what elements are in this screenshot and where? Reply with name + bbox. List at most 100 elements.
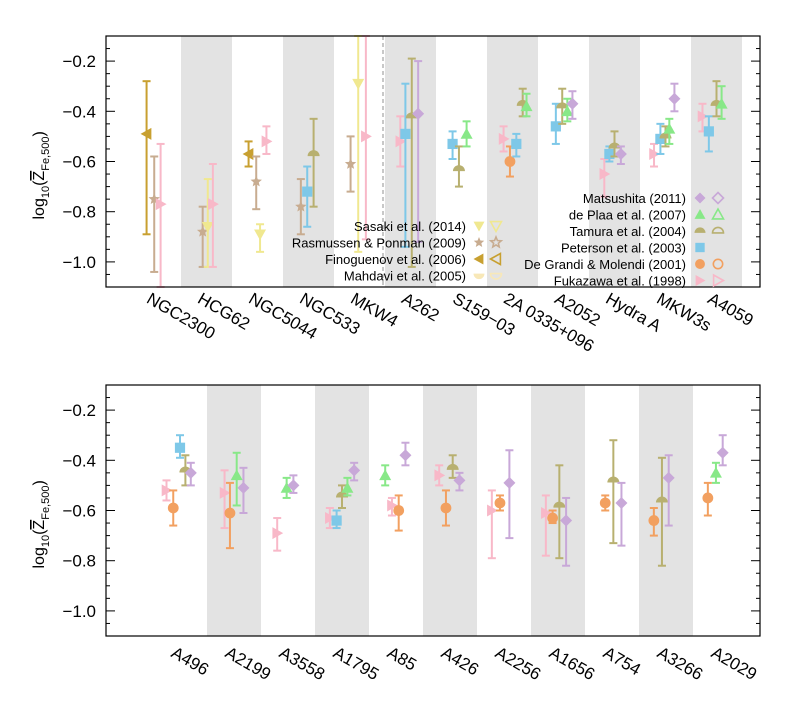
data-point-tamura-et-al-2004 — [556, 87, 569, 125]
marker-circle — [547, 512, 558, 524]
marker-circle — [167, 502, 179, 514]
marker-diamond — [453, 474, 466, 487]
legend-label: Mahdavi et al. (2005) — [344, 269, 466, 284]
x-category-label: A2029 — [708, 643, 760, 684]
y-tick-label: −0.8 — [62, 203, 96, 222]
marker-triangle-left — [242, 147, 254, 160]
marker-square — [174, 442, 186, 453]
data-point-tamura-et-al-2004 — [179, 454, 192, 487]
legend-marker-filled — [473, 237, 485, 247]
data-point-fukazawa-et-al-1998 — [155, 142, 167, 288]
legend-marker-open — [488, 234, 504, 249]
legend-label: Fukazawa et al. (1998) — [554, 274, 686, 289]
legend-label: Sasaki et al. (2014) — [354, 219, 466, 234]
marker-triangle-right — [272, 527, 284, 540]
data-point-matsushita-2011 — [453, 471, 466, 492]
x-category-label: A1795 — [330, 643, 382, 684]
data-point-de-grandi-molendi-2001 — [599, 494, 611, 512]
legend-marker-filled — [694, 227, 706, 233]
marker-diamond — [412, 107, 425, 120]
marker-triangle-right — [208, 198, 219, 211]
legend-marker-filled — [695, 275, 706, 286]
x-category-label: A3266 — [654, 643, 706, 684]
legend: Matsushita (2011) de Plaa et al. (2007)Ta… — [292, 191, 726, 289]
x-category-label: MKW3s — [654, 289, 715, 335]
marker-diamond — [668, 92, 681, 105]
data-point-de-plaa-et-al-2007 — [460, 120, 473, 148]
data-point-fukazawa-et-al-1998 — [395, 115, 407, 168]
data-point-tamura-et-al-2004 — [553, 464, 566, 560]
data-point-rasmussen-ponman-2009 — [250, 155, 262, 211]
data-point-de-grandi-molendi-2001 — [393, 494, 405, 532]
data-point-matsushita-2011 — [348, 461, 361, 482]
legend-marker-filled — [694, 209, 706, 219]
data-point-fukazawa-et-al-1998 — [649, 142, 661, 168]
data-point-de-plaa-et-al-2007 — [230, 451, 243, 507]
marker-triangle-right — [219, 486, 231, 499]
data-point-fukazawa-et-al-1998 — [387, 496, 398, 517]
data-point-fukazawa-et-al-1998 — [361, 35, 372, 241]
y-tick-label: −0.4 — [62, 102, 96, 121]
data-point-fukazawa-et-al-1998 — [208, 163, 219, 268]
data-point-fukazawa-et-al-1998 — [261, 125, 273, 155]
data-point-peterson-et-al-2003 — [703, 115, 714, 153]
marker-triangle-right — [649, 147, 661, 160]
data-point-de-grandi-molendi-2001 — [440, 489, 452, 527]
marker-star — [196, 225, 209, 237]
data-point-tamura-et-al-2004 — [607, 439, 620, 545]
data-point-matsushita-2011 — [716, 434, 729, 467]
data-point-de-grandi-molendi-2001 — [167, 489, 179, 527]
marker-triangle-down — [201, 221, 214, 233]
data-point-fukazawa-et-al-1998 — [487, 489, 498, 560]
marker-square — [550, 121, 561, 132]
shaded-band — [639, 385, 693, 636]
data-point-fukazawa-et-al-1998 — [434, 464, 446, 487]
marker-diamond — [614, 147, 627, 160]
marker-square — [447, 138, 458, 150]
data-point-de-grandi-molendi-2001 — [494, 494, 506, 512]
data-point-peterson-et-al-2003 — [331, 509, 342, 530]
marker-triangle-up — [460, 127, 473, 139]
legend-marker-open — [489, 272, 503, 280]
marker-square — [511, 138, 522, 150]
marker-square — [655, 133, 666, 145]
legend-marker-open — [489, 220, 503, 234]
data-point-de-grandi-molendi-2001 — [702, 481, 714, 517]
x-category-label: A262 — [399, 289, 443, 325]
data-point-matsushita-2011 — [614, 145, 627, 166]
y-tick-label: −0.6 — [62, 502, 96, 521]
marker-diamond — [503, 476, 516, 489]
marker-diamond — [287, 479, 300, 492]
data-point-finoguenov-et-al-2006 — [140, 80, 152, 236]
data-point-tamura-et-al-2004 — [710, 80, 723, 118]
data-point-de-plaa-et-al-2007 — [341, 476, 354, 497]
marker-triangle-up — [663, 122, 676, 134]
marker-circle — [440, 502, 452, 514]
y-tick-label: −0.6 — [62, 153, 96, 172]
data-point-de-grandi-molendi-2001 — [224, 481, 236, 550]
data-point-matsushita-2011 — [615, 481, 628, 547]
legend-marker-filled — [473, 273, 485, 280]
x-category-label: A3558 — [276, 643, 328, 684]
marker-diamond — [348, 464, 361, 477]
marker-triangle-right — [387, 499, 398, 512]
legend-label: Tamura et al. (2004) — [570, 224, 686, 239]
marker-star — [295, 200, 307, 212]
marker-square — [302, 186, 313, 197]
marker-square — [400, 128, 411, 139]
marker-diamond — [237, 481, 250, 494]
marker-half-circle — [452, 165, 465, 172]
shaded-band — [385, 36, 436, 287]
marker-half-circle — [307, 150, 320, 157]
data-point-fukazawa-et-al-1998 — [697, 102, 709, 133]
x-category-label: A2199 — [222, 643, 274, 684]
legend-label: Matsushita (2011) — [583, 191, 686, 206]
shaded-band — [589, 36, 640, 287]
legend-label: Rasmussen & Ponman (2009) — [292, 236, 466, 251]
marker-diamond — [615, 496, 628, 509]
marker-diamond — [184, 466, 197, 479]
data-point-de-grandi-molendi-2001 — [504, 145, 516, 178]
marker-triangle-right — [155, 198, 167, 211]
data-point-fukazawa-et-al-1998 — [272, 517, 284, 552]
